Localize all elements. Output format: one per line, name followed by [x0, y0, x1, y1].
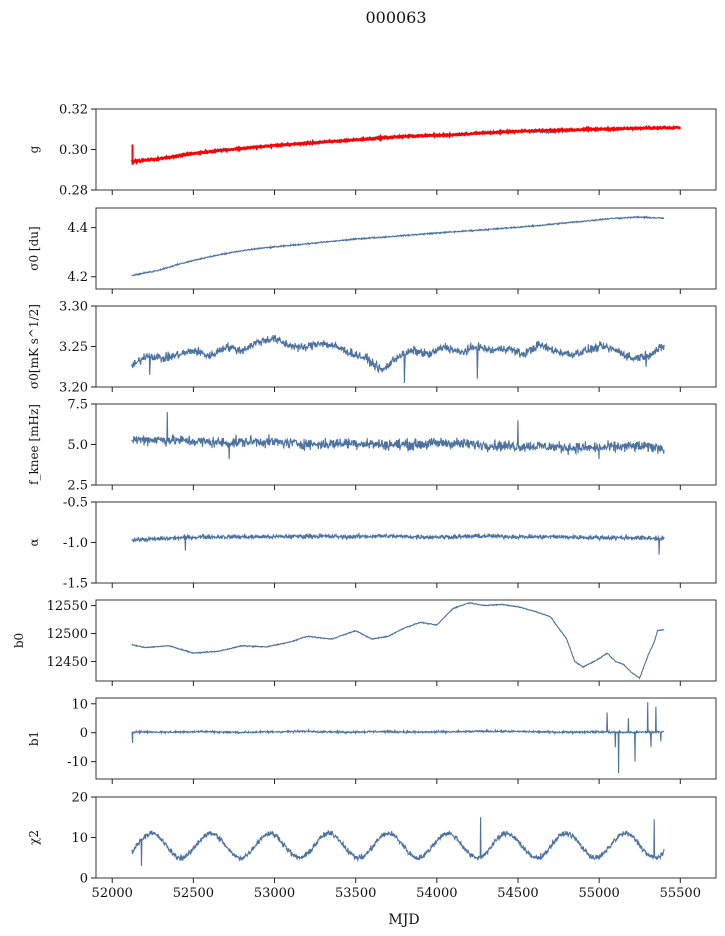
- y-axis-label-fknee: f_knee [mHz]: [27, 404, 41, 485]
- chart-title: 000063: [365, 8, 426, 27]
- panel-b1: -10 0 10 b1: [27, 697, 717, 784]
- y-axis-label-b0: b0: [12, 633, 26, 648]
- x-tick-label: 55000: [578, 886, 619, 901]
- series-line-b1: [131, 702, 665, 774]
- panel-b0: 12450 12500 12550 b0: [12, 599, 717, 686]
- y-tick-label: 4.4: [67, 221, 88, 236]
- y-tick-label: -1.0: [63, 536, 88, 551]
- y-tick-label: 12450: [47, 655, 88, 670]
- x-tick-label: 52000: [92, 886, 133, 901]
- panel-frame: [95, 305, 717, 388]
- y-tick-label: 10: [71, 831, 88, 846]
- y-tick-label: 12500: [47, 627, 88, 642]
- y-tick-label: 12550: [47, 599, 88, 614]
- panel-frame: [95, 207, 717, 290]
- panel-frame: [95, 697, 717, 780]
- x-tick-label: 55500: [660, 886, 701, 901]
- panel-chi2: 0 10 20 52000 52500 53000 53500 54000 54500 55000…: [27, 791, 717, 901]
- panel-sigma0_mK: 3.20 3.25 3.30 σ0[mK s^1/2]: [27, 300, 717, 396]
- y-axis-label-chi2: χ2: [27, 830, 41, 845]
- y-tick-label: 20: [71, 791, 88, 806]
- panel-g: 0.28 0.30 0.32 g: [27, 103, 717, 199]
- series-line-chi2: [131, 817, 665, 866]
- x-tick-label: 54000: [416, 886, 457, 901]
- y-tick-label: 5.0: [67, 438, 88, 453]
- y-axis-label-g: g: [27, 145, 41, 153]
- y-tick-label: 3.30: [59, 300, 88, 315]
- y-tick-label: 3.20: [59, 381, 88, 396]
- y-tick-label: -10: [67, 755, 88, 770]
- panel-fknee: 2.5 5.0 7.5 f_knee [mHz]: [27, 398, 717, 494]
- series-line-alpha: [131, 532, 665, 555]
- y-tick-label: 0.30: [59, 143, 88, 158]
- y-axis-label-b1: b1: [27, 731, 41, 746]
- y-axis-label-alpha: α: [27, 538, 41, 546]
- panel-frame: [95, 108, 717, 191]
- y-tick-label: 0: [80, 726, 88, 741]
- overlay-line-g: [130, 125, 682, 165]
- y-tick-label: 0.28: [59, 184, 88, 199]
- y-tick-label: 0: [80, 872, 88, 887]
- x-axis-label: MJD: [388, 912, 419, 928]
- x-tick-label: 52500: [173, 886, 214, 901]
- y-tick-label: 2.5: [67, 479, 88, 494]
- x-tick-label: 53000: [254, 886, 295, 901]
- panels: 0.28 0.30 0.32 g 4.2 4.4 σ0 [du] 3.20 3.25 3.30 σ0…: [12, 103, 717, 901]
- x-tick-label: 54500: [497, 886, 538, 901]
- series-line-g: [131, 124, 665, 163]
- y-tick-label: -1.5: [63, 577, 88, 592]
- y-tick-label: 4.2: [67, 270, 88, 285]
- series-line-fknee: [131, 412, 665, 460]
- panel-frame: [95, 501, 717, 584]
- panel-sigma0_du: 4.2 4.4 σ0 [du]: [27, 207, 717, 294]
- y-axis-label-sigma0_du: σ0 [du]: [27, 226, 41, 270]
- x-tick-label: 53500: [335, 886, 376, 901]
- y-axis-label-sigma0_mK: σ0[mK s^1/2]: [27, 304, 41, 389]
- series-line-b0: [131, 601, 665, 680]
- y-tick-label: 7.5: [67, 398, 88, 413]
- panel-frame: [95, 796, 717, 879]
- y-tick-label: 10: [71, 697, 88, 712]
- y-tick-label: -0.5: [63, 496, 88, 511]
- series-line-sigma0_du: [131, 215, 665, 277]
- panel-frame: [95, 599, 717, 682]
- series-line-sigma0_mK: [131, 335, 665, 384]
- y-tick-label: 0.32: [59, 103, 88, 118]
- y-tick-label: 3.25: [59, 340, 88, 355]
- panel-alpha: -1.5 -1.0 -0.5 α: [27, 496, 717, 592]
